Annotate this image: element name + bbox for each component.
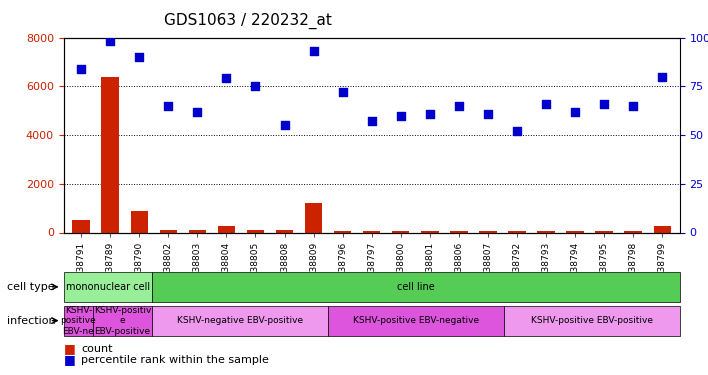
Point xyxy=(366,118,377,124)
Bar xyxy=(566,231,584,232)
Text: ■: ■ xyxy=(64,342,76,355)
Bar xyxy=(72,220,90,232)
Point xyxy=(482,111,493,117)
Bar xyxy=(595,231,613,232)
Point xyxy=(134,54,145,60)
Point xyxy=(337,89,348,95)
Bar xyxy=(537,231,555,232)
Point xyxy=(395,112,406,118)
Bar xyxy=(247,230,264,232)
Point xyxy=(308,48,319,54)
Point xyxy=(279,122,290,128)
Bar xyxy=(421,231,438,232)
Bar xyxy=(101,76,119,232)
Point xyxy=(569,109,581,115)
Text: cell type: cell type xyxy=(7,282,55,292)
Point xyxy=(250,83,261,89)
Point xyxy=(163,103,174,109)
Bar xyxy=(334,231,351,232)
Point xyxy=(221,75,232,81)
Bar xyxy=(218,226,235,232)
Text: ■: ■ xyxy=(64,354,76,366)
Point xyxy=(598,101,610,107)
Text: count: count xyxy=(81,344,113,354)
Point xyxy=(76,66,87,72)
Bar xyxy=(159,230,177,232)
Bar xyxy=(188,230,206,232)
Text: KSHV-negative EBV-positive: KSHV-negative EBV-positive xyxy=(177,316,303,325)
Bar xyxy=(130,211,148,232)
Bar xyxy=(450,231,467,232)
Bar xyxy=(479,231,496,232)
Text: infection: infection xyxy=(7,316,56,326)
Text: cell line: cell line xyxy=(396,282,435,292)
Point xyxy=(511,128,523,134)
Text: KSHV-positive EBV-negative: KSHV-positive EBV-negative xyxy=(353,316,479,325)
Point xyxy=(424,111,435,117)
Bar xyxy=(392,231,409,232)
Text: GDS1063 / 220232_at: GDS1063 / 220232_at xyxy=(164,13,332,29)
Bar xyxy=(363,231,380,232)
Bar xyxy=(624,231,642,232)
Bar xyxy=(508,231,525,232)
Text: KSHV-
positive
EBV-ne: KSHV- positive EBV-ne xyxy=(60,306,96,336)
Bar xyxy=(653,226,671,232)
Text: KSHV-positive EBV-positive: KSHV-positive EBV-positive xyxy=(531,316,653,325)
Text: mononuclear cell: mononuclear cell xyxy=(66,282,150,292)
Point xyxy=(540,101,552,107)
Point xyxy=(627,103,639,109)
Point xyxy=(656,74,668,80)
Text: KSHV-positiv
e
EBV-positive: KSHV-positiv e EBV-positive xyxy=(93,306,151,336)
Bar xyxy=(276,230,293,232)
Text: percentile rank within the sample: percentile rank within the sample xyxy=(81,355,269,365)
Point xyxy=(192,109,203,115)
Point xyxy=(453,103,464,109)
Bar xyxy=(305,203,322,232)
Point xyxy=(105,38,116,44)
